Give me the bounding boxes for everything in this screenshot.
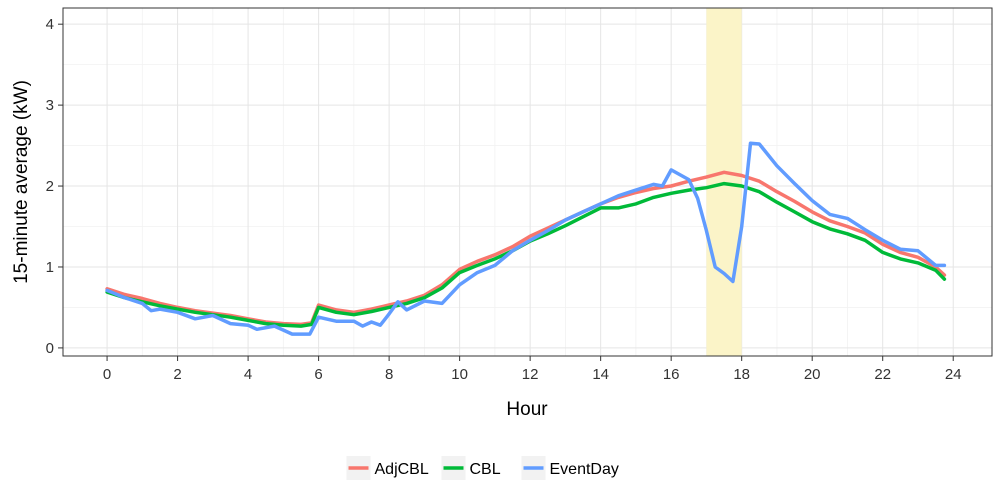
legend-item-cbl: CBL <box>441 456 501 480</box>
x-tick-label: 6 <box>314 366 322 383</box>
y-tick-label: 3 <box>46 97 54 114</box>
x-tick-label: 18 <box>733 366 750 383</box>
x-tick-label: 8 <box>385 366 393 383</box>
legend-label: EventDay <box>550 461 619 478</box>
legend-item-adjcbl: AdjCBL <box>346 456 429 480</box>
y-tick-label: 0 <box>46 340 54 357</box>
series-line-eventday <box>105 141 947 336</box>
x-tick-label: 4 <box>244 366 252 383</box>
x-axis-title: Hour <box>506 399 548 420</box>
y-tick-label: 2 <box>46 178 54 195</box>
x-tick-label: 14 <box>592 366 609 383</box>
x-axis: 0 2 4 6 8 10 12 14 16 18 20 22 24 <box>103 356 962 383</box>
x-tick-label: 16 <box>663 366 680 383</box>
minor-grid <box>63 8 992 356</box>
x-tick-label: 10 <box>451 366 468 383</box>
legend-label: CBL <box>470 461 501 478</box>
y-axis: 0 1 2 3 4 <box>46 16 63 357</box>
series-layer <box>105 141 947 336</box>
x-tick-label: 24 <box>945 366 962 383</box>
plot-border <box>62 7 993 357</box>
y-axis-title: 15-minute average (kW) <box>11 80 32 284</box>
x-tick-label: 0 <box>103 366 111 383</box>
x-tick-label: 12 <box>522 366 539 383</box>
y-tick-label: 1 <box>46 259 54 276</box>
major-grid <box>63 8 992 356</box>
legend: AdjCBL CBL EventDay <box>346 456 619 480</box>
plot-background <box>63 8 992 356</box>
legend-item-eventday: EventDay <box>521 456 619 480</box>
x-tick-label: 2 <box>173 366 181 383</box>
legend-label: AdjCBL <box>375 461 429 478</box>
x-tick-label: 22 <box>874 366 891 383</box>
y-tick-label: 4 <box>46 16 54 33</box>
x-tick-label: 20 <box>804 366 821 383</box>
